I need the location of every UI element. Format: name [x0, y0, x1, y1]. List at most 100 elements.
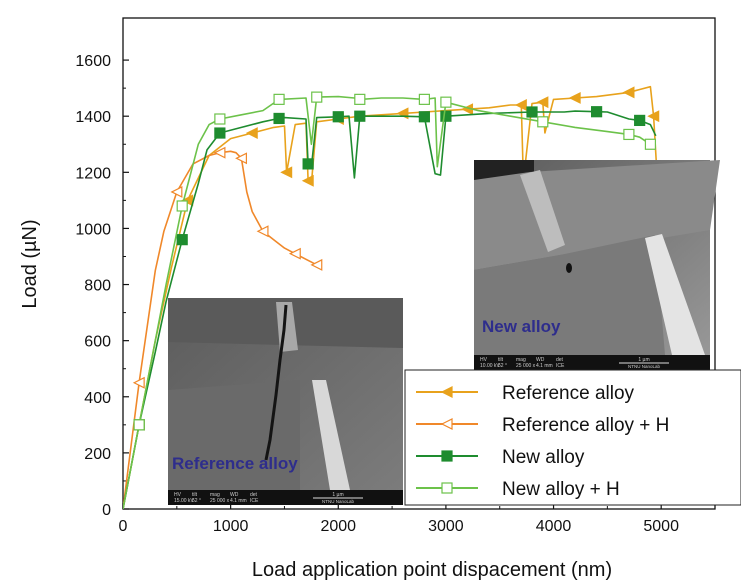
databar-value: ICE	[556, 363, 565, 369]
data-point	[440, 110, 452, 122]
databar-value: 52 °	[498, 363, 507, 369]
series-line	[123, 110, 657, 509]
legend-items: Reference alloy Reference alloy + H New al…	[416, 383, 669, 500]
y-tick-label: 200	[84, 446, 111, 463]
series-4	[123, 91, 657, 509]
x-tick-label: 2000	[320, 518, 356, 535]
x-tick-label: 4000	[536, 518, 572, 535]
x-axis-label: Load application point dispacement (nm)	[252, 559, 612, 581]
x-tick-label: 0	[119, 518, 128, 535]
data-point	[418, 111, 430, 123]
data-point	[623, 128, 635, 141]
inset-caption-new-alloy: New alloy	[482, 317, 561, 336]
databar-label: HV	[480, 357, 488, 363]
legend-label: New alloy + H	[502, 479, 620, 500]
legend-label: Reference alloy	[502, 383, 635, 404]
databar-value: 4.1 mm	[536, 363, 553, 369]
legend-label: New alloy	[502, 447, 585, 468]
data-point	[132, 376, 145, 389]
legend: Reference alloy Reference alloy + H New al…	[404, 369, 741, 506]
y-tick-label: 1600	[75, 53, 111, 70]
data-point	[332, 111, 344, 123]
y-tick-label: 1200	[75, 165, 111, 182]
sem-crack	[566, 263, 572, 273]
y-axis-label: Load (µN)	[19, 219, 41, 308]
databar-value: ICE	[250, 498, 259, 504]
data-point	[440, 96, 452, 108]
data-point	[526, 106, 538, 118]
databar-label: tilt	[192, 492, 198, 498]
y-tick-label: 800	[84, 278, 111, 295]
data-point	[354, 93, 366, 105]
data-point	[288, 247, 301, 260]
data-point	[256, 225, 269, 238]
data-point	[245, 127, 258, 140]
x-tick-labels: 0 1000 2000 3000 4000 5000	[119, 518, 680, 535]
sem-bright-edge	[312, 380, 350, 490]
databar-value: 52 °	[192, 498, 201, 504]
data-point	[133, 419, 145, 431]
data-point	[273, 112, 285, 125]
scale-bar-label: 1 µm	[638, 357, 649, 363]
data-point	[214, 127, 226, 139]
data-point	[590, 106, 603, 118]
y-tick-label: 1000	[75, 221, 111, 238]
data-point	[647, 110, 660, 123]
databar-label: mag	[516, 357, 526, 363]
data-point	[354, 110, 366, 122]
data-point	[273, 93, 285, 105]
data-point	[634, 114, 646, 127]
data-point	[235, 152, 247, 165]
data-point	[622, 86, 635, 99]
data-point	[213, 146, 226, 159]
databar-label: WD	[230, 492, 239, 498]
y-tick-label: 400	[84, 390, 111, 407]
sem-pillar-face	[474, 235, 665, 355]
data-point	[302, 158, 314, 170]
databar-label: mag	[210, 492, 220, 498]
databar-label: WD	[536, 357, 545, 363]
scale-bar-label: 1 µm	[332, 492, 343, 498]
y-tick-label: 1400	[75, 109, 111, 126]
data-point	[418, 93, 430, 105]
sem-notch-band	[520, 170, 565, 252]
legend-marker	[441, 482, 453, 494]
data-point	[310, 258, 323, 271]
legend-marker	[440, 418, 453, 430]
databar-value: 4.1 mm	[230, 498, 247, 504]
sem-crack	[264, 304, 288, 461]
sem-databar-reference-alloy	[168, 490, 403, 505]
sem-lower-face	[168, 380, 300, 490]
sem-bright-edge	[645, 234, 705, 355]
data-point	[568, 91, 581, 104]
databar-label: det	[250, 492, 258, 498]
x-tick-label: 1000	[213, 518, 249, 535]
data-point	[176, 234, 188, 246]
databar-label: det	[556, 357, 564, 363]
data-point	[176, 200, 188, 212]
data-point	[644, 138, 657, 150]
data-point	[514, 99, 527, 111]
legend-label: Reference alloy + H	[502, 415, 669, 436]
data-point	[170, 185, 183, 198]
data-point	[537, 116, 549, 128]
data-point	[301, 174, 314, 187]
data-point	[214, 113, 226, 125]
legend-marker	[441, 450, 453, 462]
inset-caption-reference-alloy: Reference alloy	[172, 454, 298, 473]
databar-label: tilt	[498, 357, 504, 363]
databar-value: 25 000 x	[210, 498, 230, 504]
databar-label: HV	[174, 492, 182, 498]
data-point	[280, 166, 293, 179]
lab-label: NTNU NanoLab	[322, 499, 355, 504]
y-tick-labels: 0 200 400 600 800 1000 1200 1400 1600	[75, 53, 111, 519]
databar-value: 10.00 kV	[480, 363, 500, 369]
databar-value: 15.00 kV	[174, 498, 194, 504]
series-2	[123, 146, 323, 509]
data-point	[536, 96, 549, 109]
